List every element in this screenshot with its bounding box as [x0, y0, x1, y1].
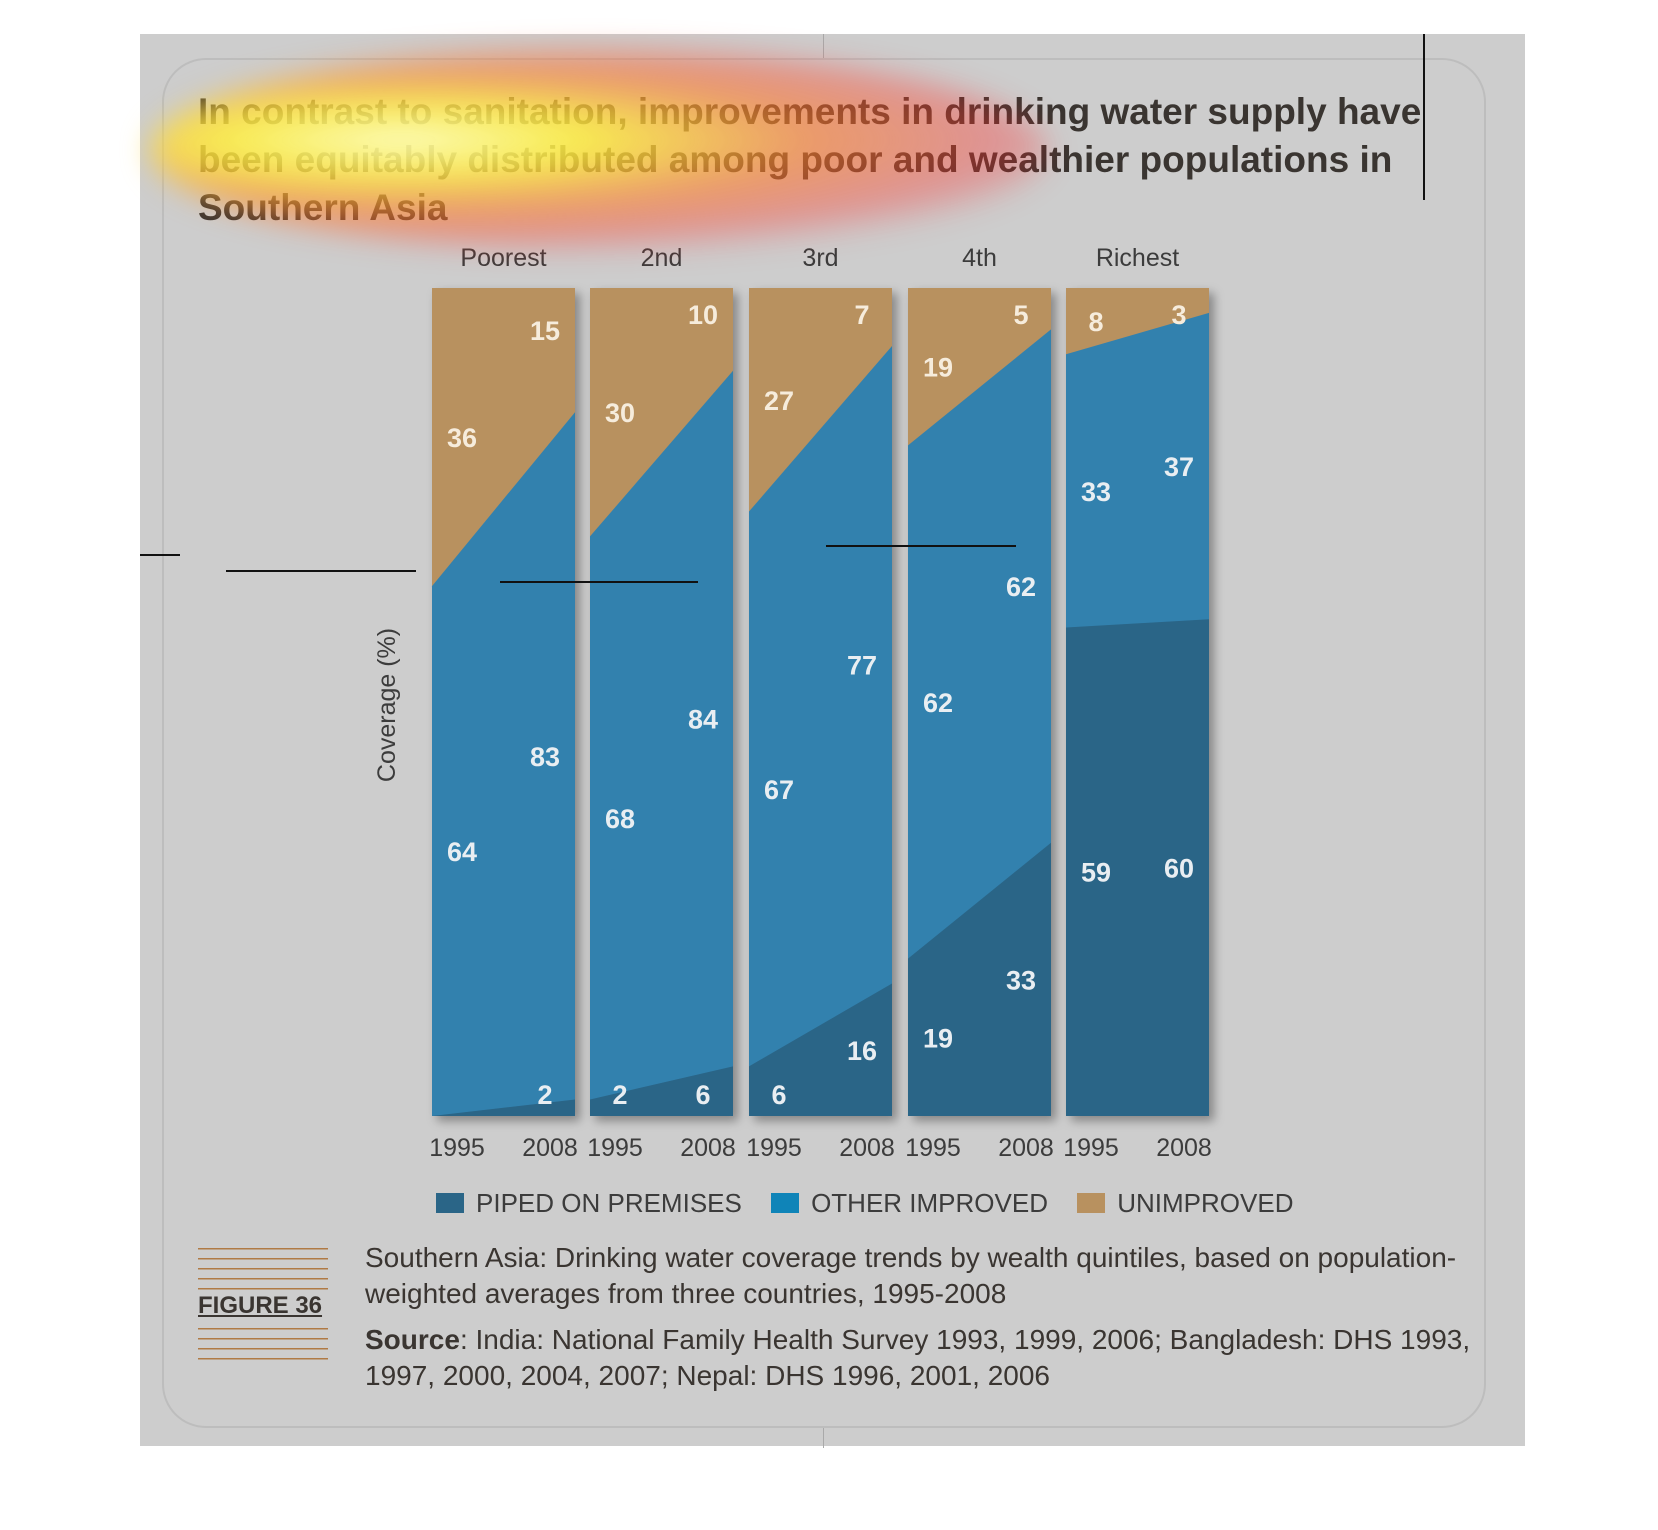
piped-area-4th — [908, 842, 1051, 1116]
piped-area-3rd — [749, 983, 892, 1116]
value-label-piped: 59 — [1081, 858, 1111, 888]
other-improved-area-3rd — [749, 345, 892, 1117]
legend-item-unimproved: UNIMPROVED — [1077, 1188, 1293, 1219]
value-label-piped: 60 — [1164, 854, 1194, 884]
value-label-unimproved: 15 — [530, 316, 560, 346]
x-tick-2008: 2008 — [998, 1134, 1054, 1162]
value-label-piped: 6 — [771, 1080, 786, 1110]
overlay-line — [1423, 34, 1425, 200]
legend-label-other-improved: OTHER IMPROVED — [811, 1188, 1048, 1218]
value-label-other-improved: 64 — [447, 837, 477, 867]
source-label: Source — [365, 1324, 460, 1355]
value-label-other-improved: 83 — [530, 742, 560, 772]
x-tick-1995: 1995 — [1063, 1134, 1119, 1162]
value-label-unimproved: 10 — [688, 300, 718, 330]
legend-label-unimproved: UNIMPROVED — [1117, 1188, 1294, 1218]
x-tick-2008: 2008 — [839, 1134, 895, 1162]
overlay-line — [226, 570, 416, 572]
value-label-other-improved: 68 — [605, 804, 635, 834]
group-label-3rd: 3rd — [802, 244, 838, 272]
figure-caption: Southern Asia: Drinking water coverage t… — [365, 1242, 1457, 1309]
value-label-unimproved: 7 — [854, 300, 869, 330]
value-label-other-improved: 37 — [1164, 452, 1194, 482]
figure-label: FIGURE 36 — [198, 1291, 328, 1321]
value-label-unimproved: 8 — [1088, 307, 1103, 337]
y-axis-label: Coverage (%) — [373, 628, 401, 782]
value-label-unimproved: 5 — [1013, 300, 1028, 330]
value-label-piped: 33 — [1006, 965, 1036, 995]
value-label-piped: 19 — [923, 1023, 953, 1053]
x-tick-2008: 2008 — [680, 1134, 736, 1162]
piped-area-richest — [1066, 619, 1209, 1116]
value-label-other-improved: 62 — [923, 688, 953, 718]
legend-swatch-piped — [436, 1193, 464, 1213]
group-label-richest: Richest — [1096, 244, 1179, 272]
source-text: : India: National Family Health Survey 1… — [365, 1324, 1471, 1391]
chart-panels — [432, 288, 1209, 1117]
value-label-unimproved: 27 — [764, 386, 794, 416]
value-label-other-improved: 84 — [688, 705, 718, 735]
value-label-piped: 2 — [612, 1080, 627, 1110]
value-label-unimproved: 19 — [923, 353, 953, 383]
x-tick-2008: 2008 — [1156, 1134, 1212, 1162]
value-label-other-improved: 67 — [764, 775, 794, 805]
value-label-unimproved: 36 — [447, 423, 477, 453]
legend-swatch-unimproved — [1077, 1193, 1106, 1213]
value-label-piped: 16 — [847, 1036, 877, 1066]
other-improved-area-poorest — [432, 412, 575, 1116]
value-label-unimproved: 30 — [605, 398, 635, 428]
x-tick-1995: 1995 — [905, 1134, 961, 1162]
group-label-2nd: 2nd — [641, 244, 683, 272]
figure-source: Source: India: National Family Health Su… — [365, 1322, 1475, 1394]
overlay-line — [500, 581, 698, 583]
x-tick-2008: 2008 — [522, 1134, 578, 1162]
divider-line — [823, 34, 824, 58]
other-improved-area-2nd — [590, 370, 733, 1116]
value-label-piped: 2 — [537, 1080, 552, 1110]
divider-line — [823, 1428, 824, 1448]
value-label-other-improved: 77 — [847, 651, 877, 681]
x-tick-1995: 1995 — [429, 1134, 485, 1162]
x-tick-1995: 1995 — [587, 1134, 643, 1162]
piped-area-2nd — [590, 1066, 733, 1116]
group-label-4th: 4th — [962, 244, 997, 272]
overlay-line — [140, 554, 180, 556]
value-label-other-improved: 33 — [1081, 477, 1111, 507]
value-label-other-improved: 62 — [1006, 572, 1036, 602]
value-label-unimproved: 3 — [1171, 300, 1186, 330]
value-label-piped: 6 — [695, 1080, 710, 1110]
legend-label-piped: PIPED ON PREMISES — [476, 1188, 742, 1218]
legend-item-piped: PIPED ON PREMISES — [436, 1188, 742, 1219]
legend-swatch-other-improved — [771, 1193, 800, 1213]
x-tick-1995: 1995 — [746, 1134, 802, 1162]
chart-legend: PIPED ON PREMISES OTHER IMPROVED UNIMPRO… — [436, 1188, 1315, 1219]
group-label-poorest: Poorest — [460, 244, 546, 272]
overlay-line — [826, 545, 1016, 547]
piped-area-poorest — [432, 1099, 575, 1116]
legend-item-other-improved: OTHER IMPROVED — [771, 1188, 1048, 1219]
